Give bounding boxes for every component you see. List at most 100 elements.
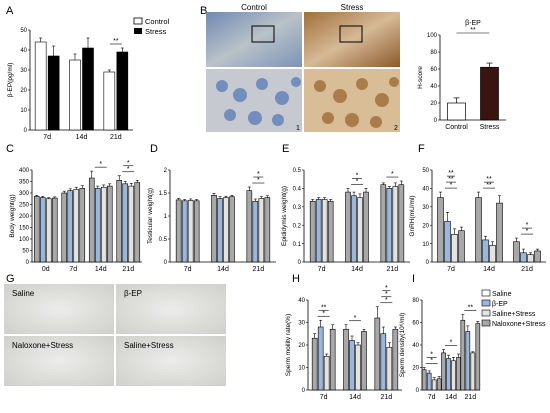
- y-tick-label: 250: [19, 203, 30, 209]
- y-tick-label: 100: [19, 237, 30, 243]
- y-tick-label: 100: [427, 33, 438, 39]
- x-tick-label: 7d: [43, 134, 51, 141]
- bar: [309, 200, 316, 263]
- y-tick-label: 0.4: [293, 187, 302, 193]
- bar: [45, 198, 52, 263]
- bar: [34, 41, 47, 131]
- significance-mark: **: [448, 170, 454, 177]
- y-tick-label: 400: [19, 168, 30, 174]
- bar: [47, 55, 60, 131]
- significance-mark: **: [486, 176, 492, 183]
- significance-mark: *: [526, 222, 529, 229]
- bar: [73, 189, 80, 263]
- y-tick-label: 0: [24, 128, 28, 134]
- bar: [175, 199, 182, 263]
- bar: [193, 200, 200, 263]
- bar: [355, 344, 361, 391]
- x-tick-label: 14d: [483, 266, 495, 273]
- bar: [458, 230, 465, 263]
- bar: [431, 379, 437, 391]
- bar: [451, 360, 456, 391]
- legend-hi-1: β-EP: [492, 301, 508, 308]
- y-tick-label: 0: [434, 118, 438, 124]
- bar: [489, 245, 496, 263]
- ihc-micrographs: Control Stress 1 2: [206, 3, 400, 132]
- y-tick-label: 0: [416, 388, 420, 394]
- bar: [421, 369, 427, 391]
- y-axis-label: Body weight(g): [9, 194, 16, 237]
- bar: [534, 250, 541, 263]
- significance-mark: *: [127, 166, 130, 173]
- y-tick-label: 50: [22, 249, 29, 255]
- panel-letter-e: E: [282, 143, 289, 155]
- bar: [311, 337, 318, 391]
- significance-mark: **: [321, 304, 327, 311]
- y-tick-label: 80: [430, 50, 437, 56]
- y-tick-label: 0.3: [293, 205, 302, 211]
- y-tick-label: 2: [164, 168, 168, 174]
- bar: [67, 190, 74, 263]
- y-axis-label: Sperm moility rate(%): [285, 314, 292, 376]
- chart-title: β-EP: [465, 20, 481, 27]
- x-tick-label: 0d: [42, 266, 50, 273]
- y-tick-label: 80: [412, 298, 419, 304]
- g-img-saline: [4, 284, 114, 334]
- legend-hi: Saline β-EP Saline+Stress Naloxone+Stres…: [481, 289, 546, 328]
- bar: [398, 184, 405, 263]
- legend-hi-3: Naloxone+Stress: [492, 321, 546, 328]
- bar: [480, 66, 499, 121]
- g-img-naloxone: [4, 336, 114, 386]
- significance-mark: *: [356, 178, 359, 185]
- bar: [82, 47, 94, 131]
- ihc-sub-1: 1: [296, 125, 300, 132]
- significance-mark: *: [450, 182, 453, 189]
- x-tick-label: 7d: [69, 266, 77, 273]
- x-tick-label: 21d: [110, 134, 122, 141]
- bar: [94, 188, 101, 263]
- bar: [122, 183, 129, 263]
- sperm-micrographs: Saline β-EP Naloxone+Stress Saline+Stres…: [4, 284, 226, 386]
- bar: [317, 326, 324, 391]
- significance-mark: **: [468, 305, 474, 312]
- bar: [106, 185, 113, 263]
- significance-mark: *: [356, 172, 359, 179]
- x-tick-label: 21d: [521, 266, 533, 273]
- bar: [79, 188, 86, 263]
- y-tick-label: 40: [20, 48, 27, 54]
- ihc-stress-label: Stress: [341, 3, 364, 12]
- bar: [357, 197, 363, 263]
- bar: [392, 328, 399, 391]
- significance-mark: *: [127, 160, 130, 167]
- bar: [343, 328, 349, 391]
- bar: [258, 198, 265, 263]
- y-axis-label: Sperm density(10⁶/ml): [399, 313, 406, 377]
- chart-b: 0 20 40 60 80 100 H-score β-EP Control ** Stress: [417, 20, 506, 131]
- y-tick-label: 0.1: [293, 242, 302, 248]
- bar: [217, 198, 223, 263]
- bar: [451, 234, 458, 263]
- bar: [470, 352, 476, 391]
- y-tick-label: 50: [422, 168, 429, 174]
- y-tick-label: 20: [430, 101, 437, 107]
- significance-mark: *: [430, 352, 433, 359]
- bar: [187, 200, 194, 263]
- legend-hi-2: Saline+Stress: [492, 311, 536, 318]
- y-tick-label: 200: [19, 214, 30, 220]
- g-img-bep: [116, 284, 226, 334]
- y-tick-label: 0: [302, 388, 306, 394]
- g-label-bep: β-EP: [124, 289, 142, 298]
- bar: [323, 355, 330, 391]
- g-img-saline-stress: [116, 336, 226, 386]
- bar: [329, 328, 336, 391]
- legend-a-control: Control: [145, 17, 170, 26]
- panel-letter-c: C: [6, 143, 14, 155]
- bar: [246, 190, 253, 263]
- significance-mark: *: [385, 285, 388, 292]
- y-tick-label: 300: [19, 191, 30, 197]
- significance-mark: *: [526, 228, 529, 235]
- x-tick-label: 7d: [184, 266, 192, 273]
- bar: [103, 71, 116, 131]
- y-tick-label: 350: [19, 180, 30, 186]
- y-tick-label: 1: [164, 214, 168, 220]
